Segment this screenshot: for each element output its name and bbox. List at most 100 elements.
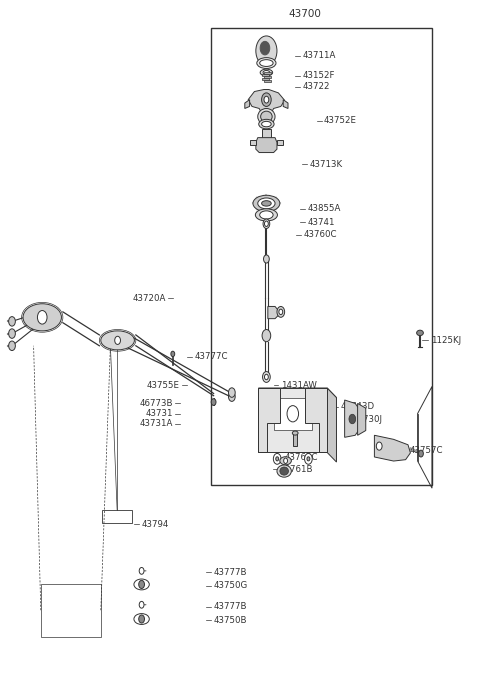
Circle shape <box>274 454 281 464</box>
Circle shape <box>9 317 15 326</box>
Text: 43700: 43700 <box>288 9 321 19</box>
Text: 43713K: 43713K <box>310 159 343 169</box>
Ellipse shape <box>280 457 291 465</box>
Bar <box>262 129 271 138</box>
Ellipse shape <box>134 614 149 624</box>
Circle shape <box>376 442 382 450</box>
Circle shape <box>304 454 312 464</box>
Ellipse shape <box>262 121 271 127</box>
Circle shape <box>9 341 15 351</box>
Ellipse shape <box>255 209 277 221</box>
Polygon shape <box>258 388 280 452</box>
Text: 43794: 43794 <box>142 519 169 529</box>
Text: 43731A: 43731A <box>139 419 173 428</box>
Circle shape <box>262 93 271 106</box>
Text: 43722: 43722 <box>302 82 330 92</box>
Circle shape <box>115 336 120 344</box>
Ellipse shape <box>258 198 275 209</box>
Ellipse shape <box>258 108 275 125</box>
Circle shape <box>228 388 235 397</box>
Text: 43752E: 43752E <box>324 116 357 125</box>
Text: 43761B: 43761B <box>280 464 313 474</box>
Circle shape <box>139 580 144 589</box>
Ellipse shape <box>259 119 274 129</box>
Polygon shape <box>374 435 410 461</box>
Bar <box>264 76 271 78</box>
Circle shape <box>284 458 288 464</box>
Circle shape <box>264 96 269 103</box>
Text: 43743D: 43743D <box>341 402 375 412</box>
Circle shape <box>287 405 299 422</box>
Text: 43711A: 43711A <box>302 51 336 60</box>
Text: 43731: 43731 <box>145 409 173 418</box>
Ellipse shape <box>260 211 273 219</box>
Ellipse shape <box>417 330 423 336</box>
Circle shape <box>260 41 270 55</box>
Circle shape <box>307 457 310 461</box>
Ellipse shape <box>280 467 288 475</box>
Circle shape <box>279 309 283 315</box>
Text: 43760C: 43760C <box>303 230 337 239</box>
Polygon shape <box>245 100 250 108</box>
Circle shape <box>419 450 423 457</box>
Text: 43152F: 43152F <box>302 71 335 81</box>
Ellipse shape <box>257 58 276 68</box>
Polygon shape <box>358 403 366 435</box>
Text: 43855A: 43855A <box>307 204 341 214</box>
Circle shape <box>211 399 216 405</box>
Text: 43744: 43744 <box>294 437 322 447</box>
Polygon shape <box>327 388 336 462</box>
Ellipse shape <box>262 201 271 206</box>
Circle shape <box>276 457 278 461</box>
Circle shape <box>264 255 269 263</box>
Polygon shape <box>248 89 285 113</box>
Circle shape <box>277 306 285 317</box>
Ellipse shape <box>134 579 149 590</box>
Polygon shape <box>256 138 277 153</box>
Polygon shape <box>258 388 336 397</box>
Ellipse shape <box>23 304 61 331</box>
Circle shape <box>139 601 144 608</box>
Bar <box>264 80 271 81</box>
Text: 43777B: 43777B <box>214 567 247 577</box>
Text: 43755E: 43755E <box>147 380 180 390</box>
Circle shape <box>264 374 268 380</box>
Text: 43777B: 43777B <box>214 602 247 612</box>
Ellipse shape <box>263 71 270 75</box>
Bar <box>264 73 271 74</box>
Ellipse shape <box>253 195 280 212</box>
Text: 43741: 43741 <box>307 218 335 227</box>
Ellipse shape <box>277 465 291 477</box>
Circle shape <box>37 311 47 324</box>
Circle shape <box>9 329 15 338</box>
Ellipse shape <box>260 69 273 76</box>
Circle shape <box>263 372 270 382</box>
Circle shape <box>262 330 271 342</box>
Polygon shape <box>283 100 288 108</box>
Polygon shape <box>250 140 256 145</box>
Text: 43720A: 43720A <box>132 294 166 303</box>
Text: 43757C: 43757C <box>409 446 443 456</box>
Ellipse shape <box>260 60 273 66</box>
Circle shape <box>263 219 270 228</box>
Polygon shape <box>274 397 312 430</box>
Circle shape <box>171 351 175 357</box>
Ellipse shape <box>101 331 134 350</box>
Text: 43777C: 43777C <box>194 352 228 361</box>
Circle shape <box>139 615 144 623</box>
Text: 1125KJ: 1125KJ <box>431 336 461 345</box>
Polygon shape <box>258 388 327 452</box>
Text: 46773B: 46773B <box>139 399 173 408</box>
Circle shape <box>256 36 277 66</box>
Bar <box>262 74 269 76</box>
Bar <box>293 433 297 446</box>
Bar <box>262 78 269 79</box>
Text: 43730J: 43730J <box>353 414 383 424</box>
Ellipse shape <box>292 431 298 435</box>
Circle shape <box>349 414 356 424</box>
Polygon shape <box>277 140 283 145</box>
Text: 43750G: 43750G <box>214 581 248 591</box>
Circle shape <box>228 392 235 401</box>
Polygon shape <box>268 306 278 319</box>
Circle shape <box>139 567 144 574</box>
